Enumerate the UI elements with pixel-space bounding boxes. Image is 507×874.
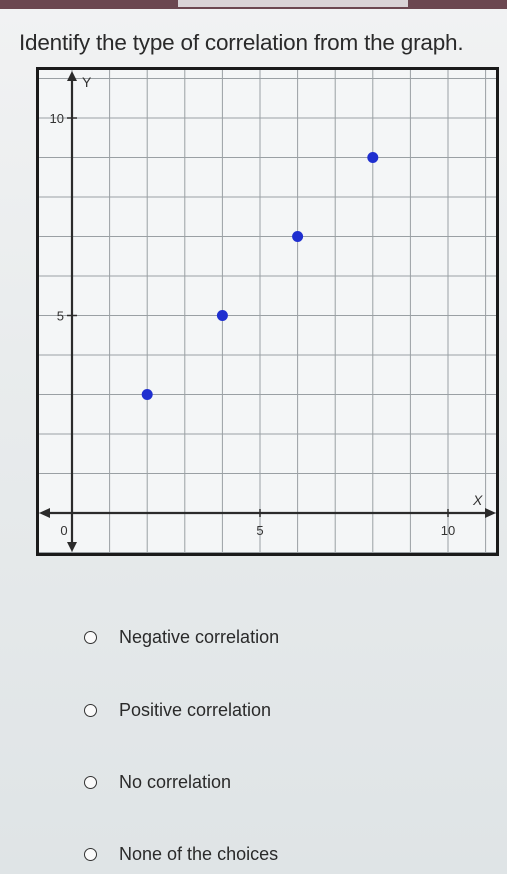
choice-label: Positive correlation	[119, 699, 272, 720]
choice-none-of-the-choices[interactable]: None of the choices	[82, 842, 278, 866]
data-point	[292, 231, 304, 242]
y-axis-label: Y	[82, 74, 92, 90]
y-tick-label: 5	[57, 309, 64, 324]
grid	[39, 70, 496, 553]
choice-positive-correlation[interactable]: Positive correlation	[82, 698, 271, 722]
radio-button[interactable]	[84, 775, 97, 789]
data-point	[216, 310, 228, 321]
choice-negative-correlation[interactable]: Negative correlation	[82, 625, 279, 649]
data-point	[141, 389, 153, 400]
choice-label: No correlation	[119, 771, 232, 792]
y-tick-label: 10	[50, 111, 64, 126]
top-tab	[178, 0, 408, 7]
radio-button[interactable]	[84, 703, 97, 717]
x-tick-label: 5	[256, 523, 263, 538]
choice-label: Negative correlation	[119, 626, 280, 647]
data-points	[141, 152, 379, 400]
x-axis-arrow-left	[39, 508, 50, 518]
radio-button[interactable]	[84, 847, 97, 861]
x-axis-arrow-right	[485, 508, 496, 518]
x-tick-label: 10	[441, 523, 455, 538]
question-text: Identify the type of correlation from th…	[19, 30, 464, 55]
chart-frame	[36, 67, 499, 556]
choice-no-correlation[interactable]: No correlation	[82, 770, 231, 794]
choice-label: None of the choices	[119, 843, 279, 864]
top-bar	[0, 0, 507, 9]
x-tick-label: 0	[60, 523, 67, 538]
scatter-chart: Y X 0 5 10 5 10	[36, 67, 499, 556]
tick-labels: Y X 0 5 10 5 10	[50, 74, 483, 538]
y-axis-arrow-down	[67, 542, 77, 552]
axes	[39, 71, 496, 552]
x-axis-label: X	[472, 492, 483, 508]
radio-button[interactable]	[84, 630, 97, 644]
chart-svg: Y X 0 5 10 5 10	[36, 67, 499, 556]
y-axis-arrow-up	[67, 71, 77, 81]
data-point	[367, 152, 379, 163]
